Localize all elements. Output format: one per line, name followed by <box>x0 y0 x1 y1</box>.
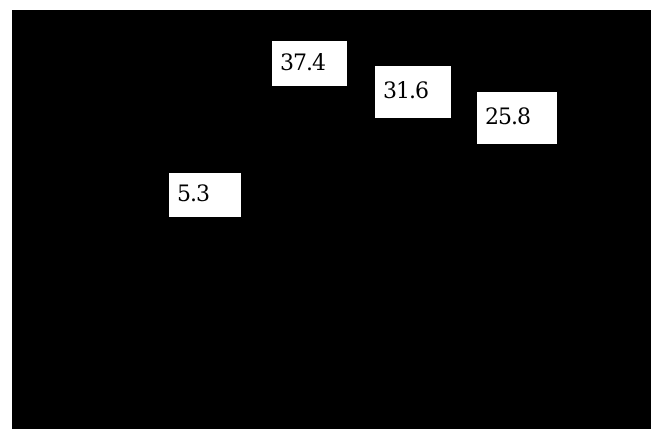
data-label-2: 37.4 <box>272 41 347 86</box>
data-label-1: 5.3 <box>169 173 241 217</box>
data-label-4: 25.8 <box>477 92 557 144</box>
data-label-3: 31.6 <box>375 66 451 118</box>
